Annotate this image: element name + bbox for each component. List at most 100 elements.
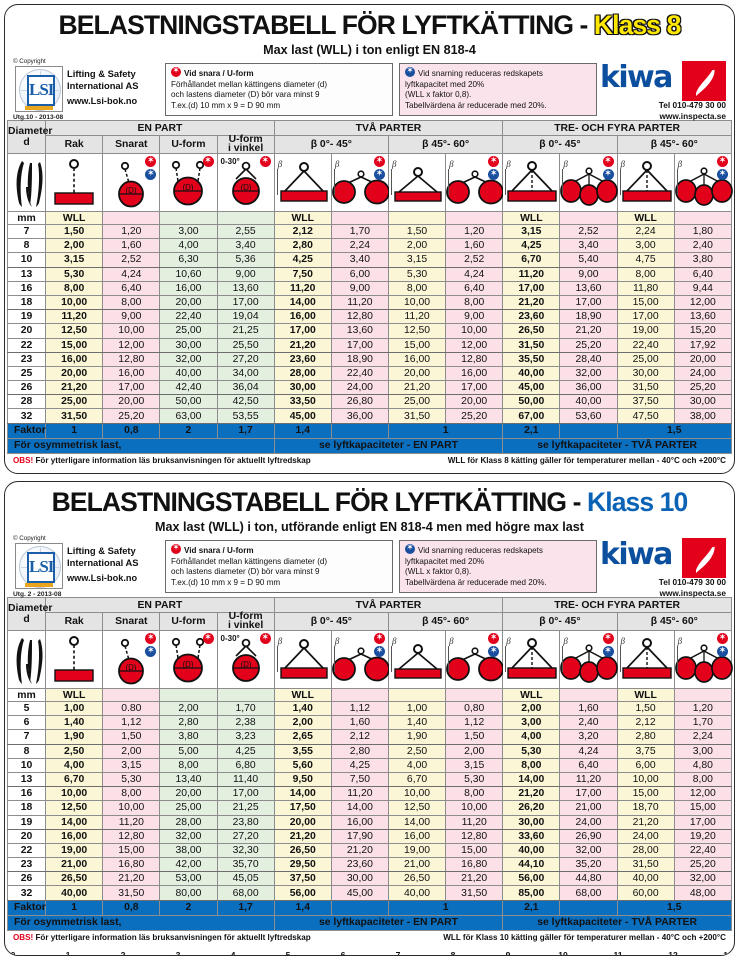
cell-wll: 45,05 [216, 871, 275, 887]
pic-tre-45-60-snare-icon: β [673, 153, 733, 212]
cell-wll: 13,40 [159, 771, 218, 788]
ruler-label: 3 [175, 949, 181, 956]
osym-right: se lyftkapaciteter - TVÅ PARTER [502, 914, 732, 931]
pic-uform-icon: (D) [159, 153, 218, 212]
pic-tva-45-60-snare-icon: β [445, 153, 505, 212]
note-red-l1: Förhållandet mellan kättingens diameter … [171, 79, 328, 89]
kiwa-web[interactable]: www.inspecta.se [659, 111, 726, 121]
unit-blank [102, 211, 161, 225]
kiwa-web[interactable]: www.inspecta.se [659, 588, 726, 598]
ruler-label: 9 [506, 473, 511, 474]
table-row: 19 11,20 9,00 22,40 19,04 16,00 12,80 11,20 9,00… [6, 309, 733, 325]
cell-wll: 12,80 [330, 309, 389, 325]
cell-diameter: 20 [6, 323, 47, 339]
cell-diameter: 13 [6, 771, 47, 788]
cell-wll: 24,00 [330, 380, 389, 396]
pic-tva-0-45-straight-icon: β [273, 153, 332, 212]
cell-wll: 3,00 [616, 238, 675, 254]
cell-wll: 9,00 [102, 309, 161, 325]
faktor-blank-2 [559, 899, 618, 916]
cell-wll: 22,40 [616, 337, 675, 353]
group-tre-fyra-parter: TRE- OCH FYRA PARTER [502, 120, 732, 136]
cell-wll: 4,75 [616, 252, 675, 268]
pic-tva-0-45-snare-icon: β [330, 630, 390, 689]
cell-wll: 11,20 [330, 786, 389, 802]
cell-wll: 47,50 [616, 408, 675, 424]
red-star-icon [717, 631, 728, 644]
lsi-logo: LSI [15, 543, 63, 589]
cell-wll: 8,00 [102, 294, 161, 311]
subheader-row: Rak Snarat U-form U-form i vinkel β 0°- 4… [8, 134, 733, 154]
cell-wll: 25,00 [616, 351, 675, 367]
col-uform-vinkel: U-form i vinkel [216, 611, 275, 631]
cell-wll: 8,00 [502, 757, 561, 773]
cell-wll: 1,60 [102, 238, 161, 254]
beta-symbol: β [449, 159, 454, 169]
cell-wll: 25,00 [387, 394, 447, 410]
cell-wll: 0,80 [445, 700, 504, 717]
blue-star-icon [602, 167, 614, 180]
beta-rule [505, 169, 507, 195]
kiwa-wordmark: kiwa [600, 537, 673, 572]
note-snarning: Vid snarning reduceras redskapets lyftka… [399, 540, 597, 593]
cell-wll: 42,00 [159, 857, 218, 873]
cell-wll: 16,00 [102, 365, 161, 382]
cell-wll: 14,00 [45, 814, 104, 830]
klass10-obs-row: OBS! För ytterligare information läs bru… [11, 933, 728, 950]
diameter-header: Diameter d [6, 120, 52, 154]
lsi-monogram: LSI [27, 75, 55, 106]
beta-rule [333, 646, 335, 672]
cell-wll: 8,00 [616, 266, 675, 282]
cell-wll: 16,00 [387, 351, 447, 367]
cell-diameter: 22 [6, 842, 47, 859]
faktor-uform: 2 [159, 899, 218, 916]
beta-rule [676, 169, 678, 195]
company-url[interactable]: www.Lsi-bok.no [67, 573, 138, 583]
cell-wll: 17,00 [216, 294, 275, 311]
cell-wll: 20,00 [673, 351, 733, 367]
cell-wll: 15,00 [102, 842, 161, 859]
klass8-obs-row: OBS! För ytterligare information läs bru… [11, 456, 728, 473]
cell-wll: 23,60 [330, 857, 389, 873]
klass8-title-class: Klass 8 [593, 10, 681, 40]
cell-wll: 27,20 [216, 351, 275, 367]
cell-wll: 1,70 [673, 715, 733, 731]
cell-wll: 21,20 [616, 814, 675, 830]
cell-wll: 1,12 [102, 715, 161, 731]
cell-wll: 12,00 [673, 294, 733, 311]
ruler-label: 4 [230, 949, 236, 956]
red-star-icon [259, 631, 271, 644]
beta-rule [562, 169, 564, 195]
ruler-label: 7 [395, 949, 401, 956]
note-blue-l1-line: Vid snarning reduceras redskapets [405, 541, 591, 557]
table-row: 22 19,00 15,00 38,00 32,30 26,50 21,20 19,00 15,… [6, 842, 733, 859]
osymmetrisk-row: För osymmetrisk last, se lyftkapaciteter… [7, 437, 732, 454]
cell-wll: 13,60 [330, 323, 389, 339]
cell-wll: 6,40 [445, 280, 504, 296]
company-url[interactable]: www.Lsi-bok.no [67, 96, 138, 106]
cell-wll: 15,00 [387, 337, 447, 353]
diameter-header: Diameter d [6, 597, 52, 631]
faktor-tre-45-60: 1,5 [616, 899, 733, 916]
beta-rule [276, 169, 278, 195]
klass8-subtitle: Max last (WLL) i ton enligt EN 818-4 [263, 43, 476, 57]
cell-diameter: 5 [6, 700, 47, 717]
cell-wll: 30,00 [673, 394, 733, 410]
cell-wll: 2,80 [159, 715, 218, 731]
cell-wll: 25,00 [45, 394, 104, 410]
cell-wll: 2,52 [559, 223, 618, 240]
cell-wll: 5,40 [559, 252, 618, 268]
cell-wll: 18,90 [559, 309, 618, 325]
cell-wll: 2,55 [216, 223, 275, 240]
cell-wll: 16,00 [330, 814, 389, 830]
lsi-bar [25, 583, 53, 587]
cell-wll: 44,10 [502, 857, 561, 873]
cell-wll: 26,50 [387, 871, 447, 887]
klass10-title-main: BELASTNINGSTABELL FÖR LYFTKÄTTING - [51, 487, 587, 517]
note-red-title: Vid snara / U-form [184, 546, 254, 555]
table-row: 23 16,00 12,80 32,00 27,20 23,60 18,90 16,00 12,… [6, 351, 733, 367]
beta-rule [390, 169, 392, 195]
cell-wll: 21,20 [502, 786, 561, 802]
cell-wll: 25,20 [673, 857, 733, 873]
osym-mid: se lyftkapaciteter - EN PART [273, 437, 504, 454]
